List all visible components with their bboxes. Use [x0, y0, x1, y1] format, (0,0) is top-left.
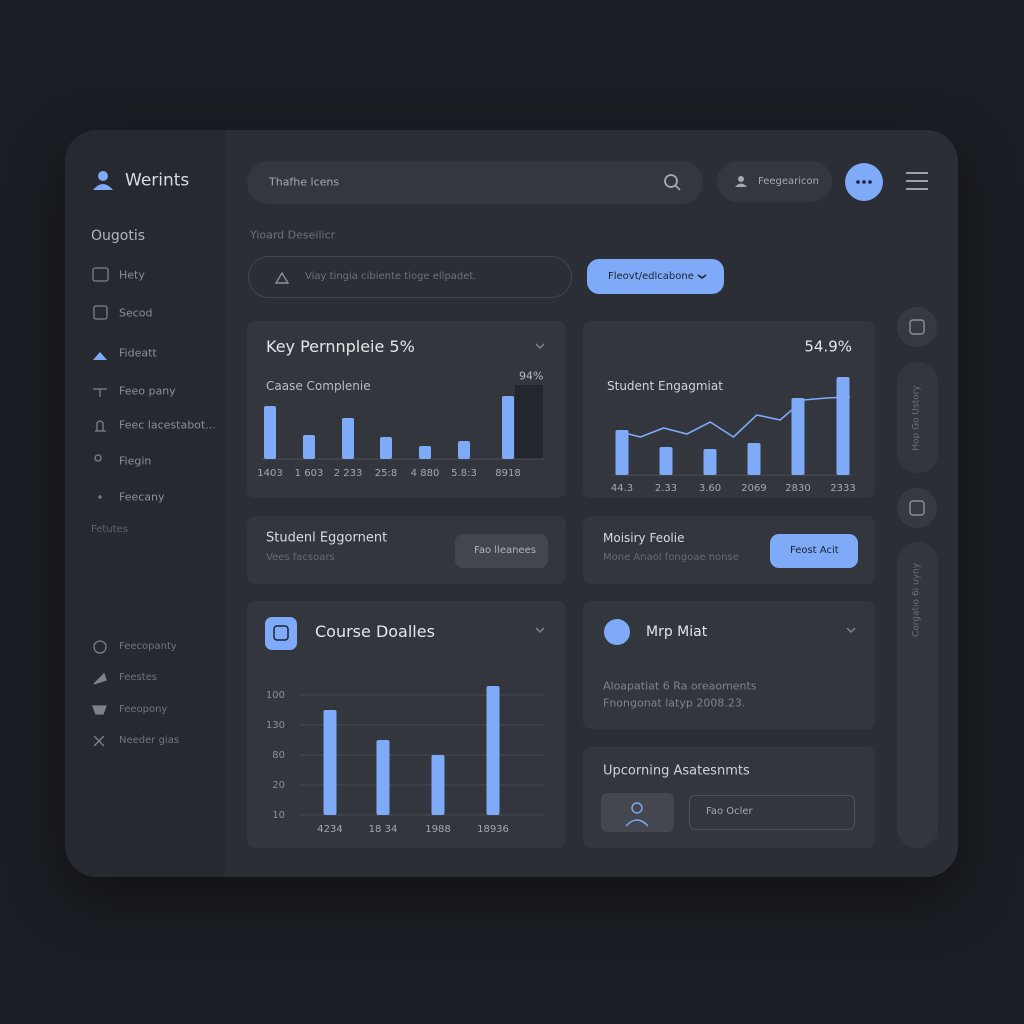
icon-tile [265, 617, 297, 650]
card-title: 54.9% [804, 337, 852, 356]
nav-item[interactable]: Feec lacestabot... [119, 418, 216, 432]
search-input[interactable] [248, 256, 572, 298]
card-title: Course Doalles [315, 622, 435, 641]
input-placeholder: Fao Ocler [706, 806, 753, 817]
card-subtitle: Mone Anaol fongoae nonse [603, 552, 739, 563]
button[interactable] [770, 534, 858, 568]
nav-item[interactable]: Fiegin [119, 454, 152, 468]
card-subtitle: Student Engagmiat [607, 379, 723, 393]
card-title: Moisiry Feolie [603, 531, 685, 545]
card-title: Mrp Miat [646, 624, 708, 640]
annotation: 94% [519, 369, 544, 383]
card-subtitle: Vees facsoars [266, 552, 335, 563]
rail-pill[interactable] [897, 362, 938, 473]
toolbar-label: Yioard Deseilicr [250, 228, 336, 242]
brand: Werints [125, 170, 190, 191]
nav-item[interactable]: Needer gias [119, 735, 180, 746]
search-placeholder: Thafhe lcens [269, 175, 340, 189]
user-name: Feegearicon [758, 176, 819, 187]
rail-label: Hop Go Ustory [911, 385, 922, 451]
nav-item[interactable]: Feecany [119, 490, 165, 504]
nav-item[interactable]: Hety [119, 268, 145, 282]
card-title: Studenl Eggornent [266, 530, 388, 546]
card-text: Fnongonat latyp 2008.23. [603, 696, 746, 710]
nav-item[interactable]: Fideatt [119, 346, 157, 360]
nav-item[interactable]: Feestes [119, 672, 158, 683]
button-label: Feost Acit [790, 545, 839, 556]
input[interactable] [689, 795, 855, 830]
rail-button[interactable] [897, 488, 937, 528]
user-pill[interactable] [717, 161, 832, 202]
sidebar [65, 130, 225, 877]
card-subtitle: Caase Complenie [266, 379, 371, 393]
nav-item[interactable]: Feeopony [119, 704, 168, 715]
button[interactable] [455, 534, 548, 568]
nav-item[interactable]: Secod [119, 306, 153, 320]
avatar-box [601, 793, 674, 832]
badge: 2 [613, 625, 621, 639]
more-button[interactable] [845, 163, 883, 201]
card-title: Key Pernnpleie 5% [266, 337, 415, 356]
rail-button[interactable] [897, 307, 937, 347]
button-label: Fao lleanees [474, 545, 536, 556]
card-text: Aloapatiat 6 Ra oreaoments [603, 679, 757, 693]
input-placeholder: Viay tingia cibiente tioge ellpadet. [305, 271, 477, 282]
section-title: Ougotis [91, 228, 146, 244]
nav-item[interactable]: Feecopanty [119, 641, 177, 652]
rail-pill[interactable] [897, 542, 938, 848]
search-bar[interactable] [247, 161, 703, 204]
section-label: Fetutes [91, 524, 128, 535]
button-label: Fleovt/edlcabone [608, 271, 694, 282]
card-title: Upcorning Asatesnmts [603, 763, 750, 779]
panel [583, 601, 875, 729]
rail-label: Corgatio 6i uyny [911, 562, 922, 638]
nav-item[interactable]: Feeo pany [119, 384, 176, 398]
